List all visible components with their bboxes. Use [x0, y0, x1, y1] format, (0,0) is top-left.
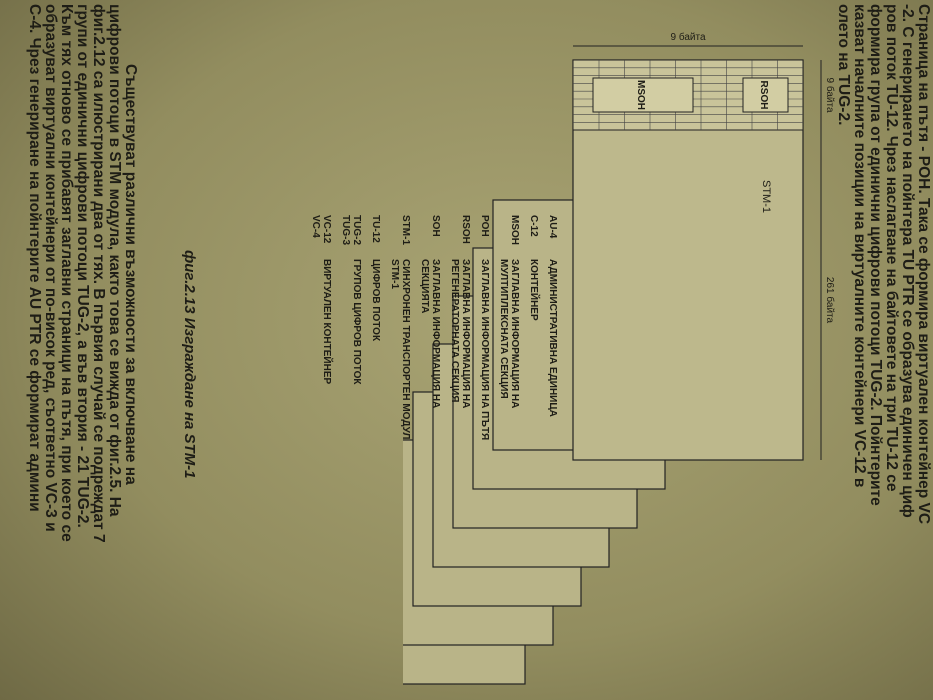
legend-desc: ЗАГЛАВНА ИНФОРМАЦИЯ НА СЕКЦИЯТА [419, 259, 441, 409]
legend-desc: ВИРТУАЛЕН КОНТЕЙНЕР [321, 259, 332, 385]
legend-desc: АДМИНИСТРАТИВНА ЕДИНИЦА [547, 259, 558, 417]
rsoh-label: RSOH [758, 81, 769, 110]
legend-terms: STM-1 [389, 215, 411, 259]
top-paragraph: Страница на пътя - POH. Така се формира … [835, 4, 931, 700]
figure: C-12VC-12TU-12TUG-2TUG-3VC-4AU-4RSOHMSOH… [403, 31, 836, 685]
bytes-total: 261 байта [824, 277, 836, 324]
legend-item: TU-12 ЦИФРОВ ПОТОК [370, 215, 381, 635]
text-line: образуват виртуални контейнери от по-вис… [42, 4, 58, 532]
stm-label: STM-1 [760, 180, 772, 213]
legend-term: VC-12 [321, 215, 332, 244]
bottom-paragraph: Съществуват различни възможности за вклю… [26, 4, 138, 700]
msoh-label: MSOH [635, 80, 646, 110]
legend-item: POH ЗАГЛАВНА ИНФОРМАЦИЯ НА ПЪТЯ [479, 215, 490, 635]
legend-desc: ЦИФРОВ ПОТОК [370, 259, 381, 342]
legend-desc: КОНТЕЙНЕР [528, 259, 539, 321]
text-line: фиг.2.12 са илюстрирани два от тях. В пъ… [90, 4, 106, 543]
legend-item: SOH ЗАГЛАВНА ИНФОРМАЦИЯ НА СЕКЦИЯТА [419, 215, 441, 635]
text-line: C-4. Чрез генериране на пойнтерите AU PT… [26, 4, 42, 512]
legend-terms: AU-4 [547, 215, 558, 259]
legend-term: TU-12 [370, 215, 381, 243]
legend-desc: ЗАГЛАВНА ИНФОРМАЦИЯ НА ПЪТЯ [479, 259, 490, 441]
legend-terms: TU-12 [370, 215, 381, 259]
text-line: групи от единични цифрови потоци TUG-2, … [74, 4, 90, 528]
legend-item: STM-1 СИНХРОНЕН ТРАНСПОРТЕН МОДУЛ STM-1 [389, 215, 411, 635]
text-line: Страница на пътя - POH. Така се формира … [915, 4, 931, 525]
legend-term: VC-4 [310, 215, 321, 238]
legend-desc: СИНХРОНЕН ТРАНСПОРТЕН МОДУЛ STM-1 [389, 259, 411, 440]
legend-desc: ЗАГЛАВНА ИНФОРМАЦИЯ НА МУЛТИПЛЕКСНАТА СЕ… [498, 259, 520, 409]
bytes-header: 9 байта [824, 77, 836, 112]
text-line: Към тях отново се прибавят заглавни стра… [58, 4, 74, 542]
legend-terms: MSOH [498, 215, 520, 259]
legend-term: TUG-3 [340, 215, 351, 245]
rsoh-box [742, 77, 789, 113]
legend-terms: TUG-2 TUG-3 [340, 215, 362, 259]
legend-item: AU-4 АДМИНИСТРАТИВНА ЕДИНИЦА [547, 215, 558, 635]
msoh-box [592, 77, 694, 113]
text-line: формира група от единични цифрови потоци… [867, 4, 883, 506]
legend-terms: C-12 [528, 215, 539, 259]
text-line: ров поток TU-12. Чрез наслагване на байт… [883, 4, 899, 492]
legend-term: RSOH [460, 215, 471, 244]
legend-item: TUG-2 TUG-3 ГРУПОВ ЦИФРОВ ПОТОК [340, 215, 362, 635]
legend-term: SOH [430, 215, 441, 237]
text-line: казват началните позиции на виртуалните … [851, 4, 867, 488]
legend-desc: ГРУПОВ ЦИФРОВ ПОТОК [351, 259, 362, 385]
legend-term: AU-4 [547, 215, 558, 239]
legend-terms: SOH [419, 215, 441, 259]
legend-terms: RSOH [449, 215, 471, 259]
legend-item: C-12 КОНТЕЙНЕР [528, 215, 539, 635]
legend-desc: ЗАГЛАВНА ИНФОРМАЦИЯ НА РЕГЕНЕРАТОРНАТА С… [449, 259, 471, 409]
legend-item: MSOH ЗАГЛАВНА ИНФОРМАЦИЯ НА МУЛТИПЛЕКСНАТ… [498, 215, 520, 635]
legend-item: VC-12 VC-4 ВИРТУАЛЕН КОНТЕЙНЕР [310, 215, 332, 635]
caption: фиг.2.13 Изграждане на STM-1 [181, 250, 198, 479]
text-line: Съществуват различни възможности за вклю… [122, 64, 138, 485]
text-line: цифрови потоци в STM модула, както това … [106, 4, 122, 517]
rows-label: 9 байта [670, 31, 705, 43]
legend: AU-4 АДМИНИСТРАТИВНА ЕДИНИЦА C-12 КОНТЕЙНЕР… [302, 215, 558, 635]
legend-term: STM-1 [400, 215, 411, 245]
legend-term: TUG-2 [351, 215, 362, 245]
legend-term: POH [479, 215, 490, 237]
legend-terms: POH [479, 215, 490, 259]
text-line: -2. С генерирането на пойнтера TU PTR се… [899, 4, 915, 518]
legend-term: MSOH [509, 215, 520, 245]
legend-item: RSOH ЗАГЛАВНА ИНФОРМАЦИЯ НА РЕГЕНЕРАТОРНА… [449, 215, 471, 635]
legend-term: C-12 [528, 215, 539, 237]
legend-terms: VC-12 VC-4 [310, 215, 332, 259]
